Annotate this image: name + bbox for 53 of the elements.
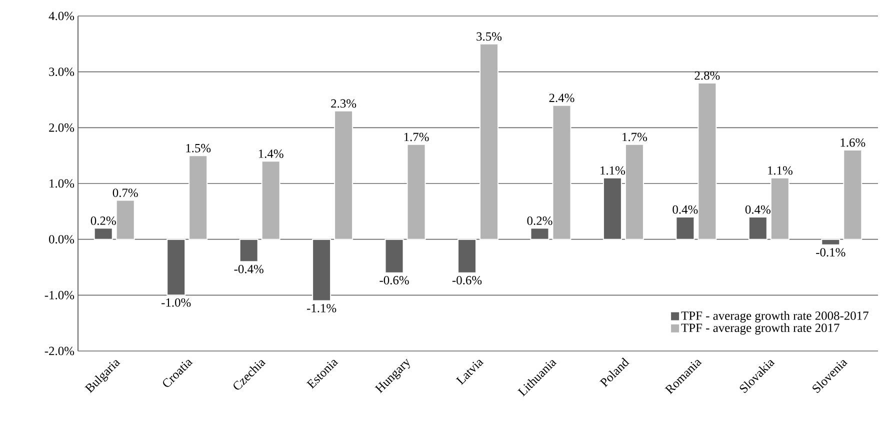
- data-label: 1.6%: [840, 138, 866, 147]
- data-label: 0.4%: [745, 205, 770, 214]
- data-label: -1.1%: [306, 304, 336, 312]
- data-label: 1.1%: [768, 166, 792, 175]
- data-label: -1.0%: [162, 298, 191, 307]
- y-tick-label: 4.0%: [48, 12, 74, 20]
- bar: [624, 144, 644, 240]
- bar: [821, 238, 840, 246]
- bar: [480, 43, 499, 240]
- data-label: 2.3%: [331, 99, 356, 108]
- data-label: -0.6%: [452, 276, 482, 284]
- legend-label: TPF - average growth rate 2017: [681, 323, 840, 335]
- y-tick-label: 3.0%: [49, 68, 74, 76]
- bar: [843, 149, 862, 240]
- y-tick-label: 1.0%: [50, 179, 74, 188]
- data-label: 1.5%: [186, 144, 211, 152]
- data-label: 3.5%: [476, 32, 502, 41]
- bar: [239, 238, 258, 262]
- data-label: 0.4%: [672, 205, 698, 214]
- bar: [166, 238, 186, 296]
- data-label: 0.7%: [112, 188, 138, 198]
- data-label: 2.8%: [694, 71, 720, 80]
- legend-label: TPF - average growth rate 2008-2017: [681, 311, 868, 322]
- data-label: 2.4%: [549, 94, 574, 102]
- bar: [770, 177, 790, 240]
- bar: [748, 216, 768, 240]
- data-label: -0.1%: [816, 248, 846, 257]
- bar: [261, 160, 280, 240]
- data-label: 1.1%: [600, 166, 626, 175]
- data-label: 0.2%: [90, 216, 116, 225]
- y-tick-label: -1.0%: [44, 290, 74, 300]
- bar: [94, 228, 113, 240]
- bar: [406, 144, 426, 240]
- bar: [676, 216, 695, 240]
- bar: [602, 177, 622, 240]
- data-label: 0.2%: [527, 216, 552, 225]
- y-tick-label: 2.0%: [49, 123, 74, 132]
- data-label: 1.7%: [622, 132, 648, 142]
- bar: [116, 200, 135, 240]
- bar: [458, 238, 477, 274]
- bar: [334, 110, 354, 240]
- bar: [698, 82, 717, 240]
- bar: [188, 155, 208, 240]
- y-tick-label: 0.0%: [49, 235, 74, 244]
- data-label: 1.4%: [258, 150, 284, 158]
- bar: [552, 104, 572, 240]
- bar: [530, 228, 550, 240]
- data-label: -0.6%: [380, 276, 409, 284]
- bar: [384, 238, 404, 274]
- data-label: 1.7%: [404, 132, 429, 142]
- y-tick-label: -2.0%: [44, 346, 74, 356]
- data-label: -0.4%: [234, 264, 264, 274]
- bar: [312, 238, 332, 302]
